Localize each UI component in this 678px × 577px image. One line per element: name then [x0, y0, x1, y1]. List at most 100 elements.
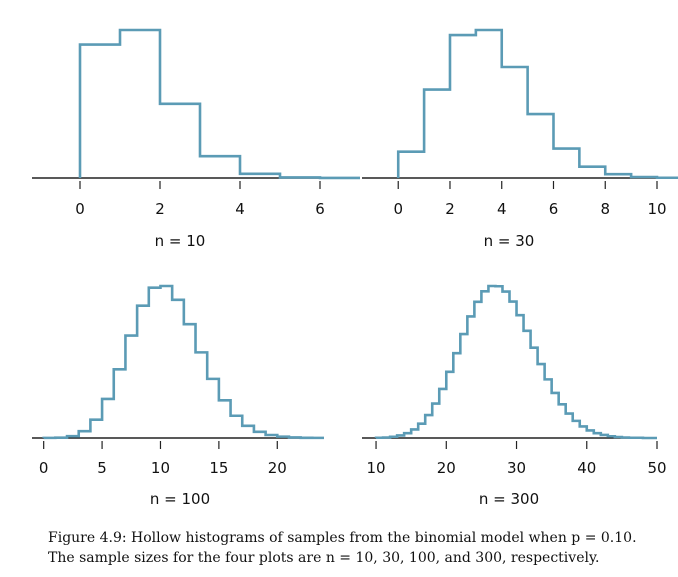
histogram-outline-3 — [42, 284, 324, 440]
histogram-bin — [510, 302, 517, 438]
x-tick-label: 0 — [39, 459, 49, 477]
histogram-bin — [631, 177, 657, 178]
x-tick-label: 10 — [151, 459, 170, 477]
histogram-bin — [137, 306, 149, 438]
histogram-bin — [120, 30, 160, 178]
histogram-bin — [517, 315, 524, 438]
x-tick-label: 0 — [393, 200, 403, 218]
x-tick-label: 10 — [647, 200, 666, 218]
x-tick-label: 6 — [315, 200, 325, 218]
histogram-bin — [398, 152, 424, 178]
x-tick-label: 0 — [75, 200, 85, 218]
histogram-bin — [90, 420, 102, 438]
histogram-bin — [160, 104, 200, 178]
histogram-bin — [476, 30, 502, 178]
histogram-bin — [411, 429, 418, 438]
histogram-bin — [524, 331, 531, 438]
x-tick-label: 2 — [445, 200, 455, 218]
histogram-bin — [240, 174, 280, 178]
histogram-bin — [404, 433, 411, 438]
histogram-bin — [467, 316, 474, 438]
panel-label: n = 100 — [150, 490, 210, 508]
histogram-bin — [553, 149, 579, 178]
histogram-figure: 0 2 4 6n = 100 2 4 6 8 10n = 300 5 10 15 20n = 10010… — [32, 28, 678, 508]
x-tick-label: 2 — [155, 200, 165, 218]
x-tick-label: 4 — [235, 200, 245, 218]
histogram-bin — [615, 437, 622, 438]
histogram-bin — [474, 302, 481, 438]
histogram-bin — [622, 437, 629, 438]
histogram-bin — [579, 167, 605, 178]
histogram-bin — [439, 389, 446, 438]
histogram-bin — [552, 393, 559, 438]
caption-line-1: Figure 4.9: Hollow histograms of samples… — [48, 530, 637, 546]
histogram-bin — [125, 336, 137, 438]
x-tick-label: 20 — [437, 459, 456, 477]
x-tick-label: 10 — [367, 459, 386, 477]
histogram-outline-1 — [78, 28, 360, 180]
caption-line-2: The sample sizes for the four plots are … — [48, 550, 600, 566]
histogram-bin — [102, 399, 114, 438]
histogram-bin — [446, 372, 453, 438]
histogram-bin — [200, 156, 240, 178]
histogram-bin — [573, 421, 580, 438]
histogram-bin — [254, 432, 266, 438]
x-tick-label: 5 — [97, 459, 107, 477]
histogram-bin — [425, 415, 432, 438]
x-tick-label: 40 — [577, 459, 596, 477]
histogram-bin — [481, 291, 488, 438]
histogram-bin — [528, 114, 554, 178]
histogram-bin — [424, 90, 450, 178]
histogram-bin — [545, 379, 552, 438]
histogram-bin — [432, 404, 439, 438]
histogram-bin — [172, 300, 184, 438]
histogram-bin — [594, 433, 601, 438]
histogram-bin — [231, 416, 243, 438]
histogram-bin — [495, 286, 502, 438]
panel-label: n = 30 — [484, 232, 535, 250]
panel-label: n = 10 — [155, 232, 206, 250]
histogram-bin — [450, 35, 476, 178]
histogram-bin — [207, 379, 219, 438]
histogram-bin — [601, 435, 608, 438]
figure-caption: Figure 4.9: Hollow histograms of samples… — [48, 528, 668, 568]
histogram-bin — [277, 437, 289, 438]
histogram-bin — [383, 437, 390, 438]
histogram-bin — [219, 400, 231, 438]
histogram-bin — [266, 435, 278, 438]
histogram-bin — [280, 177, 320, 178]
x-tick-label: 20 — [268, 459, 287, 477]
histogram-bin — [566, 414, 573, 438]
x-tick-label: 15 — [209, 459, 228, 477]
histogram-bin — [80, 45, 120, 178]
histogram-bin — [242, 426, 254, 438]
histogram-bin — [502, 292, 509, 438]
x-tick-label: 50 — [647, 459, 666, 477]
histogram-bin — [605, 174, 631, 178]
histogram-bin — [114, 369, 126, 438]
histogram-bin — [453, 353, 460, 438]
histogram-outline-2 — [396, 28, 678, 180]
histogram-outline-4 — [374, 284, 657, 440]
x-tick-label: 4 — [497, 200, 507, 218]
histogram-bin — [587, 430, 594, 438]
x-tick-label: 8 — [600, 200, 610, 218]
histogram-bin — [608, 436, 615, 438]
x-tick-label: 30 — [507, 459, 526, 477]
histogram-bin — [397, 435, 404, 438]
panel-label: n = 300 — [479, 490, 539, 508]
histogram-bin — [488, 286, 495, 438]
histogram-bin — [67, 436, 79, 438]
histogram-bin — [390, 437, 397, 438]
histogram-bin — [460, 334, 467, 438]
histogram-bin — [149, 288, 161, 438]
histogram-bin — [538, 364, 545, 438]
histogram-bin — [531, 348, 538, 438]
histogram-bin — [289, 437, 301, 438]
histogram-bin — [418, 424, 425, 438]
histogram-bin — [160, 286, 172, 438]
histogram-bin — [184, 324, 196, 438]
histogram-bin — [79, 431, 91, 438]
histogram-bin — [502, 67, 528, 178]
histogram-bin — [196, 352, 208, 438]
